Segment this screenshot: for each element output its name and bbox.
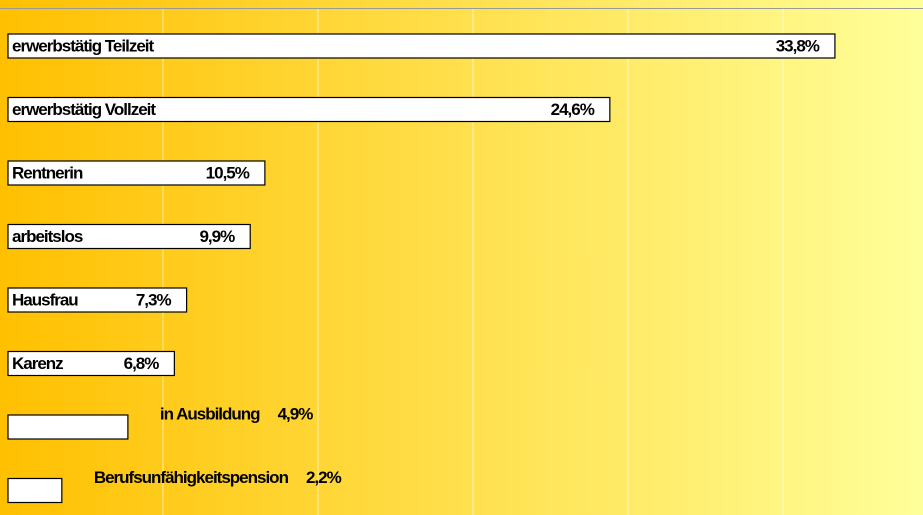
bar-category-label: Berufsunfähigkeitspension xyxy=(94,468,289,487)
bar-value-label: 7,3% xyxy=(136,290,172,309)
bar xyxy=(7,350,175,377)
bar-category-label: arbeitslos xyxy=(12,227,83,246)
bar-category-label: Rentnerin xyxy=(12,163,83,182)
bar xyxy=(7,96,611,123)
bar-value-label: 24,6% xyxy=(551,100,595,119)
bar-value-label: 2,2% xyxy=(306,468,342,487)
bar-category-label: Hausfrau xyxy=(12,290,78,309)
bar xyxy=(7,223,251,250)
bar-value-label: 33,8% xyxy=(776,36,820,55)
bar-category-label: Karenz xyxy=(12,354,63,373)
grid xyxy=(162,9,784,515)
bar xyxy=(7,477,63,504)
bar-category-label: erwerbstätig Vollzeit xyxy=(12,100,156,119)
bar-value-label: 10,5% xyxy=(206,163,250,182)
bar xyxy=(7,287,188,313)
bar-value-label: 6,8% xyxy=(124,354,160,373)
bar-category-label: in Ausbildung xyxy=(160,404,260,423)
bar xyxy=(7,414,129,440)
bar xyxy=(7,33,836,59)
bar-category-label: erwerbstätig Teilzeit xyxy=(12,36,155,55)
bar-value-label: 9,9% xyxy=(199,227,235,246)
bar xyxy=(7,160,266,186)
bar-value-label: 4,9% xyxy=(278,404,314,423)
